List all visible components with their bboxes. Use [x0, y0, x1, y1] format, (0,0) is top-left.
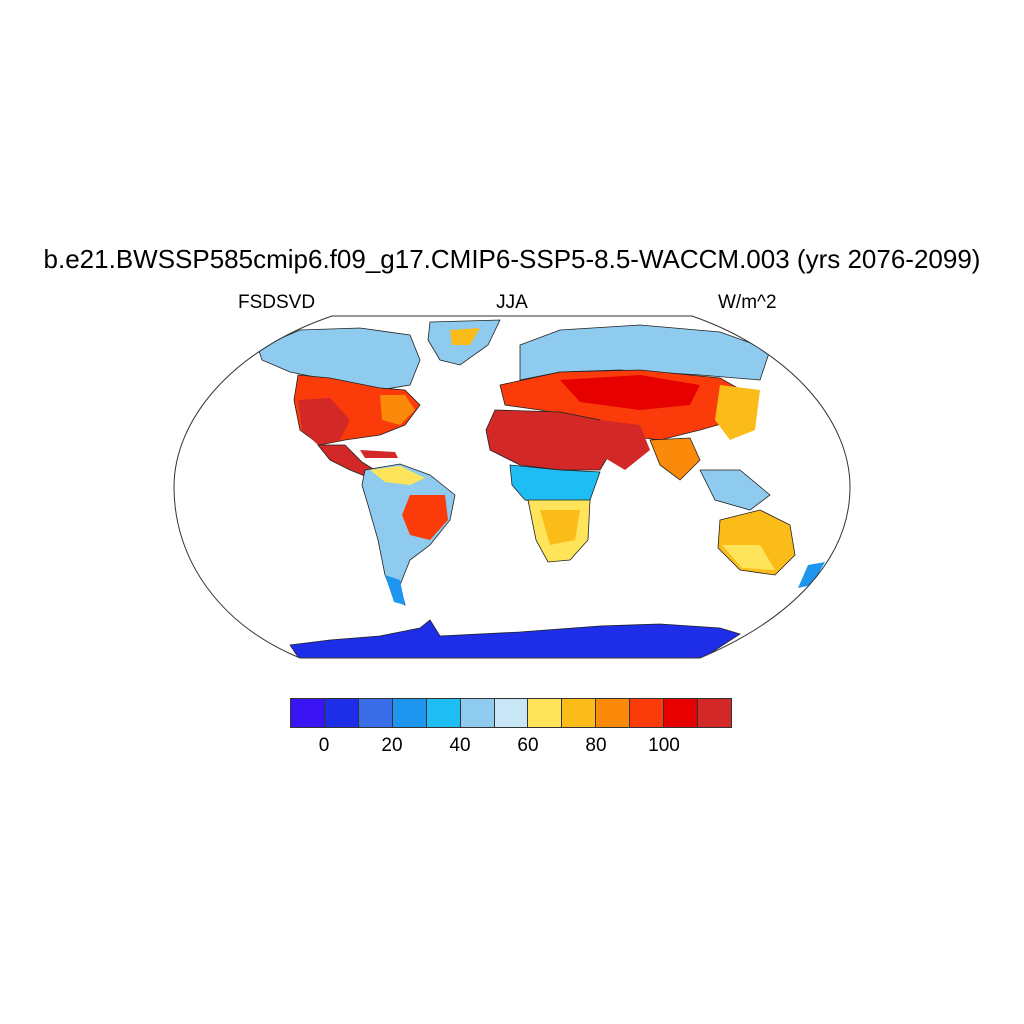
- australia-coast: [722, 545, 775, 570]
- southern-africa-core: [540, 510, 580, 545]
- colorbar-box-12: [698, 699, 731, 727]
- units-label: W/m^2: [718, 292, 777, 313]
- plot-title: b.e21.BWSSP585cmip6.f09_g17.CMIP6-SSP5-8…: [43, 244, 981, 274]
- colorbar-box-3: [392, 699, 427, 727]
- central-africa-region: [509, 464, 601, 506]
- colorbar-box-10: [630, 699, 665, 727]
- north-america-east: [380, 395, 415, 425]
- colorbar-box-11: [664, 699, 699, 727]
- caribbean-region: [360, 450, 398, 458]
- colorbar: [290, 698, 732, 728]
- colorbar-box-1: [324, 699, 359, 727]
- colorbar-box-6: [494, 699, 529, 727]
- colorbar-tick-label: 60: [517, 735, 539, 756]
- south-america-region: [361, 463, 456, 606]
- colorbar-tick-label: 80: [585, 735, 607, 756]
- north-africa-region: [485, 409, 616, 471]
- colorbar-box-2: [358, 699, 393, 727]
- arabia-region: [600, 420, 650, 470]
- south-america-north: [370, 466, 425, 485]
- colorbar-tick-label: 100: [648, 735, 680, 756]
- season-label: JJA: [496, 292, 528, 313]
- greenland-core: [450, 328, 480, 345]
- colorbar-box-8: [562, 699, 597, 727]
- map-outline: [173, 315, 851, 659]
- colorbar-tick-label: 0: [318, 735, 330, 756]
- colorbar-tick-label: 20: [381, 735, 403, 756]
- colorbar-box-4: [426, 699, 461, 727]
- antarctica-region: [289, 619, 741, 658]
- colorbar-box-5: [460, 699, 495, 727]
- eurasia-core: [560, 375, 700, 410]
- colorbar-box-7: [528, 699, 563, 727]
- new-zealand-region: [798, 562, 825, 588]
- south-america-south: [385, 575, 405, 605]
- colorbar-box-0: [291, 699, 325, 727]
- colorbar-box-9: [596, 699, 631, 727]
- south-asia-region: [649, 437, 701, 481]
- north-america-north: [257, 327, 421, 391]
- east-asia-region: [715, 385, 760, 440]
- variable-label: FSDSVD: [238, 292, 316, 313]
- south-america-east: [402, 495, 448, 540]
- north-america-southwest: [298, 398, 350, 445]
- colorbar-tick-label: 40: [449, 735, 471, 756]
- southeast-asia-region: [699, 469, 771, 511]
